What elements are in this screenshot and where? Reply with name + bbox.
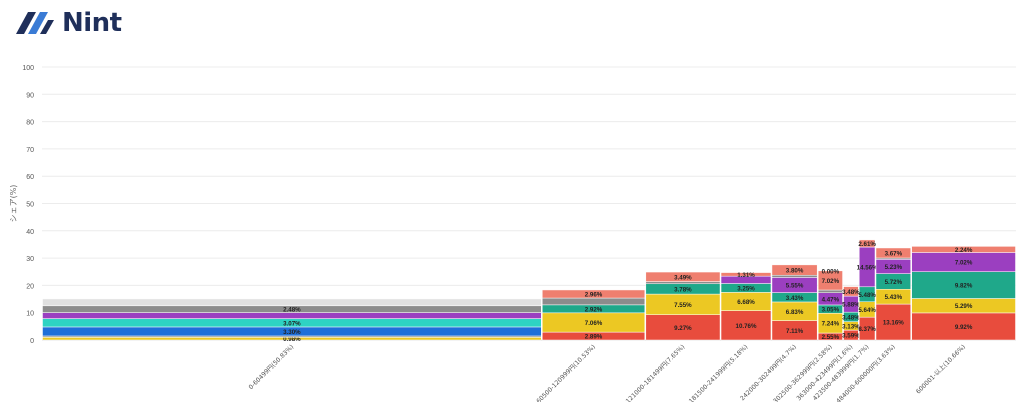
segment-label: 5.72% <box>885 279 903 286</box>
segment-label: 3.05% <box>822 307 840 314</box>
segment-label: 3.80% <box>786 268 804 275</box>
segment-bar <box>42 298 542 307</box>
y-axis-title: シェア(%) <box>9 185 18 223</box>
segment-bar <box>720 272 772 277</box>
segment-label: 1.31% <box>737 272 755 279</box>
segment-label: 3.07% <box>283 320 301 327</box>
segment-bar <box>911 246 1016 253</box>
segment-label: 3.59% <box>842 333 860 340</box>
segment-label: 7.55% <box>674 302 692 309</box>
segment-bar <box>817 289 843 293</box>
y-tick-label: 20 <box>26 283 34 290</box>
segment-label: 7.06% <box>585 320 603 327</box>
segment-label: 5.23% <box>885 264 903 271</box>
x-tick-label: 242000-302499円(4.7%) <box>739 343 798 402</box>
segment-bar <box>720 310 772 341</box>
segment-label: 2.55% <box>822 334 840 341</box>
y-tick-label: 60 <box>26 174 34 181</box>
segment-label: 8.37% <box>858 326 876 333</box>
segment-label: 10.76% <box>736 323 757 330</box>
segment-bar <box>645 314 721 341</box>
segment-label: 2.24% <box>955 247 973 254</box>
segment-label: 3.49% <box>674 274 692 281</box>
segment-label: 2.89% <box>585 334 603 341</box>
segment-label: 5.43% <box>885 294 903 301</box>
segment-label: 3.78% <box>674 286 692 293</box>
y-tick-label: 90 <box>26 92 34 99</box>
segment-label: 6.68% <box>737 299 755 306</box>
segment-label: 9.92% <box>955 324 973 331</box>
segment-bar <box>911 312 1016 341</box>
segment-bar <box>645 271 721 282</box>
segment-label: 5.88% <box>842 302 860 309</box>
segment-bar <box>542 289 646 299</box>
x-tick-label: 121000-181499円(7.65%) <box>625 343 687 402</box>
segment-label: 3.25% <box>737 285 755 292</box>
segment-label: 2.96% <box>585 291 603 298</box>
y-tick-label: 40 <box>26 229 34 236</box>
segment-label: 13.16% <box>883 320 904 327</box>
segment-label: 5.55% <box>786 283 804 290</box>
segment-label: 5.64% <box>858 307 876 314</box>
segment-label: 5.48% <box>858 292 876 299</box>
segment-label: 3.67% <box>885 250 903 257</box>
y-tick-label: 50 <box>26 202 34 209</box>
segment-bar <box>542 297 646 306</box>
y-tick-label: 30 <box>26 256 34 263</box>
y-tick-label: 80 <box>26 120 34 127</box>
y-tick-label: 0 <box>30 338 34 345</box>
segment-label: 3.30% <box>283 329 301 336</box>
x-tick-label: 60500-120999円(10.53%) <box>535 343 597 402</box>
y-tick-label: 10 <box>26 311 34 318</box>
nint-logo-mark-icon <box>16 12 54 34</box>
segment-label: 0.98% <box>283 336 301 343</box>
segment-label: 7.11% <box>786 328 804 335</box>
segment-bar <box>771 274 818 278</box>
segment-label: 9.27% <box>674 325 692 332</box>
x-tick-label: 0-60499円(50.83%) <box>248 343 296 391</box>
x-tick-label: 181500-241999円(5.18%) <box>688 343 750 402</box>
segment-label: 7.02% <box>955 260 973 267</box>
segment-label: 9.82% <box>955 283 973 290</box>
y-tick-label: 100 <box>22 65 34 72</box>
segment-label: 4.47% <box>822 296 840 303</box>
segment-bar <box>645 281 721 285</box>
segment-label: 2.48% <box>283 307 301 314</box>
brand-logo: Nint <box>14 8 122 38</box>
segment-label: 0.00% <box>822 268 840 275</box>
x-tick-label: 600001-以上(10.66%) <box>914 343 967 396</box>
segment-label: 3.48% <box>842 289 860 296</box>
segment-label: 5.29% <box>955 303 973 310</box>
y-tick-label: 70 <box>26 147 34 154</box>
segment-bar <box>875 247 911 259</box>
segment-label: 2.92% <box>585 306 603 313</box>
segment-bar <box>843 286 859 297</box>
segment-label: 6.83% <box>786 309 804 316</box>
segment-label: 3.43% <box>786 295 804 302</box>
segment-bar <box>875 303 911 341</box>
segment-bar <box>817 270 843 291</box>
segment-label: 7.02% <box>822 278 840 285</box>
segment-label: 14.56% <box>857 264 878 271</box>
segment-label: 3.13% <box>842 323 860 330</box>
segment-bar <box>859 239 876 248</box>
segment-label: 3.48% <box>842 314 860 321</box>
segment-label: 2.61% <box>858 241 876 248</box>
segment-label: 7.24% <box>822 321 840 328</box>
segment-bar <box>771 264 818 276</box>
brand-name: Nint <box>62 8 122 38</box>
